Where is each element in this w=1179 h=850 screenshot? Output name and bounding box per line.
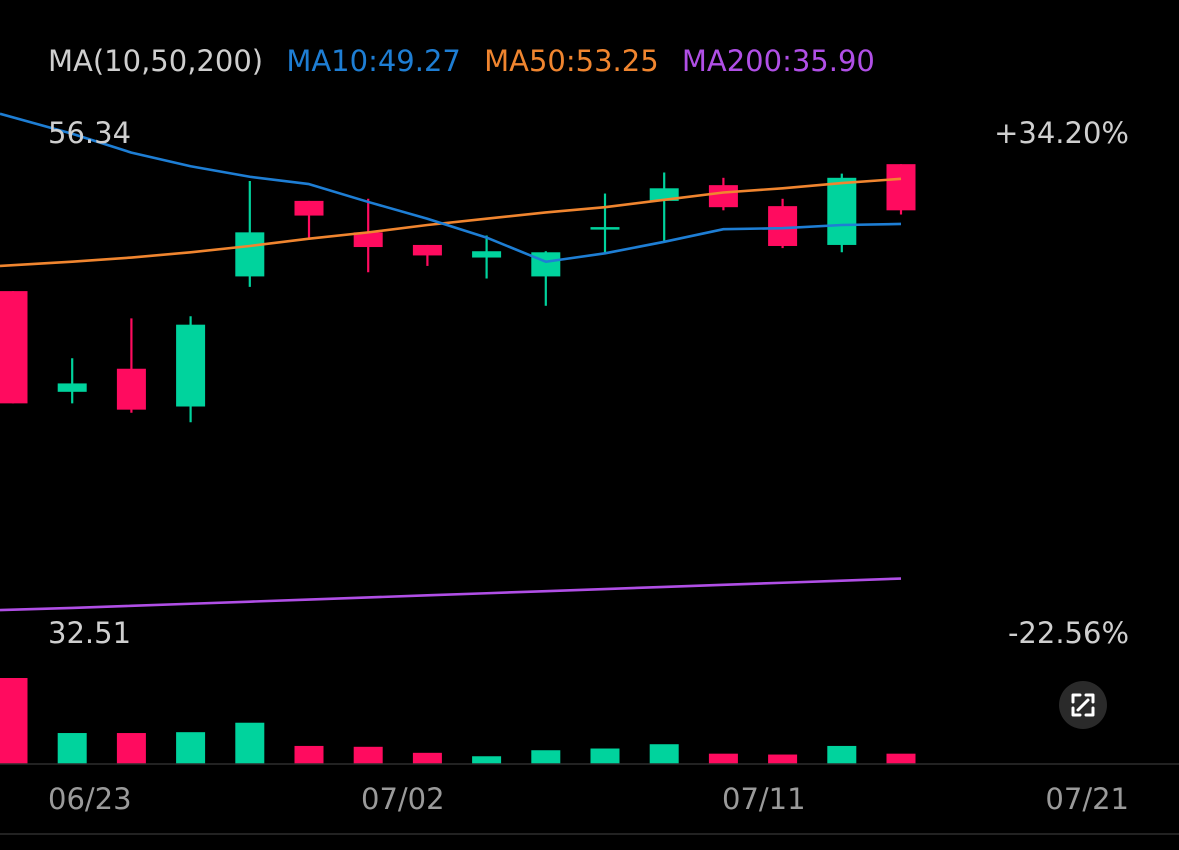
date-label-3: 07/21: [1045, 782, 1129, 816]
ma200-line: [0, 577, 902, 612]
ma10-line: [0, 112, 902, 264]
volume-bar: [886, 753, 916, 764]
pct-high-label: +34.20%: [994, 116, 1129, 150]
candle-body: [116, 368, 146, 410]
ma50-line: [0, 177, 902, 268]
price-high-label: 56.34: [48, 116, 132, 150]
candle-body: [0, 291, 28, 404]
volume-bar: [116, 733, 146, 764]
volume-bar: [708, 753, 738, 764]
price-low-label: 32.51: [48, 616, 132, 650]
date-label-2: 07/11: [722, 782, 806, 816]
legend-ma10: MA10:49.27: [286, 44, 461, 78]
candle-body: [412, 244, 442, 256]
expand-icon: [1071, 693, 1095, 717]
volume-bar: [412, 752, 442, 764]
candle-body: [472, 251, 502, 258]
volume-bar: [827, 745, 857, 764]
date-label-0: 06/23: [48, 782, 132, 816]
pct-low-label: -22.56%: [1007, 616, 1129, 650]
date-label-1: 07/02: [361, 782, 445, 816]
volume-bar: [590, 748, 620, 764]
candle-body: [294, 200, 324, 216]
legend-title: MA(10,50,200): [48, 44, 264, 78]
candle-body: [708, 185, 738, 208]
expand-button[interactable]: [1059, 681, 1107, 729]
candle-body: [768, 206, 798, 246]
ma-legend: MA(10,50,200) MA10:49.27 MA50:53.25 MA20…: [48, 44, 889, 78]
candle-body: [57, 383, 87, 392]
volume-bar: [57, 733, 87, 764]
candle-body: [353, 232, 383, 248]
candle-body: [176, 324, 206, 407]
candle-body: [590, 227, 620, 230]
volume-bar: [768, 754, 798, 764]
candle-body: [827, 177, 857, 245]
candle-body: [886, 164, 916, 211]
volume-bar: [176, 732, 206, 764]
candle-body: [235, 232, 265, 277]
volume-bar: [0, 678, 28, 764]
volume-bar: [353, 746, 383, 764]
volume-bar: [235, 722, 265, 764]
legend-ma200: MA200:35.90: [681, 44, 875, 78]
volume-bar: [531, 750, 561, 764]
volume-bar: [472, 756, 502, 764]
candle-body: [531, 252, 561, 277]
volume-bar: [294, 745, 324, 764]
volume-bar: [649, 744, 679, 764]
legend-ma50: MA50:53.25: [484, 44, 659, 78]
